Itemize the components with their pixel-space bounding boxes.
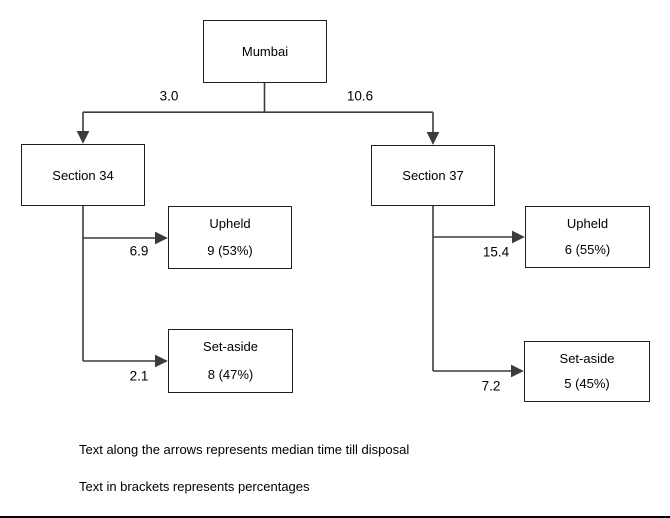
node-section-37-label: Section 37 xyxy=(402,168,464,183)
node-setaside-34-value: 8 (47%) xyxy=(207,367,254,382)
node-upheld-37-label: Upheld xyxy=(566,216,609,231)
footnote-percentages: Text in brackets represents percentages xyxy=(79,479,310,494)
edge-label-section34-time: 3.0 xyxy=(159,88,179,104)
node-section-34-label: Section 34 xyxy=(52,167,114,183)
bottom-divider-line xyxy=(0,515,670,518)
node-setaside-37-label: Set-aside xyxy=(559,351,615,366)
node-setaside-37-value: 5 (45%) xyxy=(564,376,610,391)
node-section-37: Section 37 xyxy=(371,145,495,206)
edge-label-upheld34-time: 6.9 xyxy=(129,243,149,259)
node-upheld-34-value: 9 (53%) xyxy=(207,243,253,258)
edge-label-setaside34-time: 2.1 xyxy=(129,368,149,384)
node-mumbai-label: Mumbai xyxy=(241,44,289,59)
edge-label-upheld37-time: 15.4 xyxy=(482,244,510,260)
edge-label-setaside37-time: 7.2 xyxy=(481,378,501,394)
edge-label-section37-time: 10.6 xyxy=(346,88,374,104)
node-setaside-34-label: Set-aside xyxy=(203,339,258,354)
node-upheld-37: Upheld 6 (55%) xyxy=(525,206,650,268)
node-setaside-37: Set-aside 5 (45%) xyxy=(524,341,650,402)
node-upheld-37-value: 6 (55%) xyxy=(564,242,611,257)
node-upheld-34: Upheld 9 (53%) xyxy=(168,206,292,269)
node-mumbai: Mumbai xyxy=(203,20,327,83)
node-setaside-34: Set-aside 8 (47%) xyxy=(168,329,293,393)
node-section-34: Section 34 xyxy=(21,144,145,206)
node-upheld-34-label: Upheld xyxy=(209,216,251,231)
footnote-median-time: Text along the arrows represents median … xyxy=(79,442,410,457)
